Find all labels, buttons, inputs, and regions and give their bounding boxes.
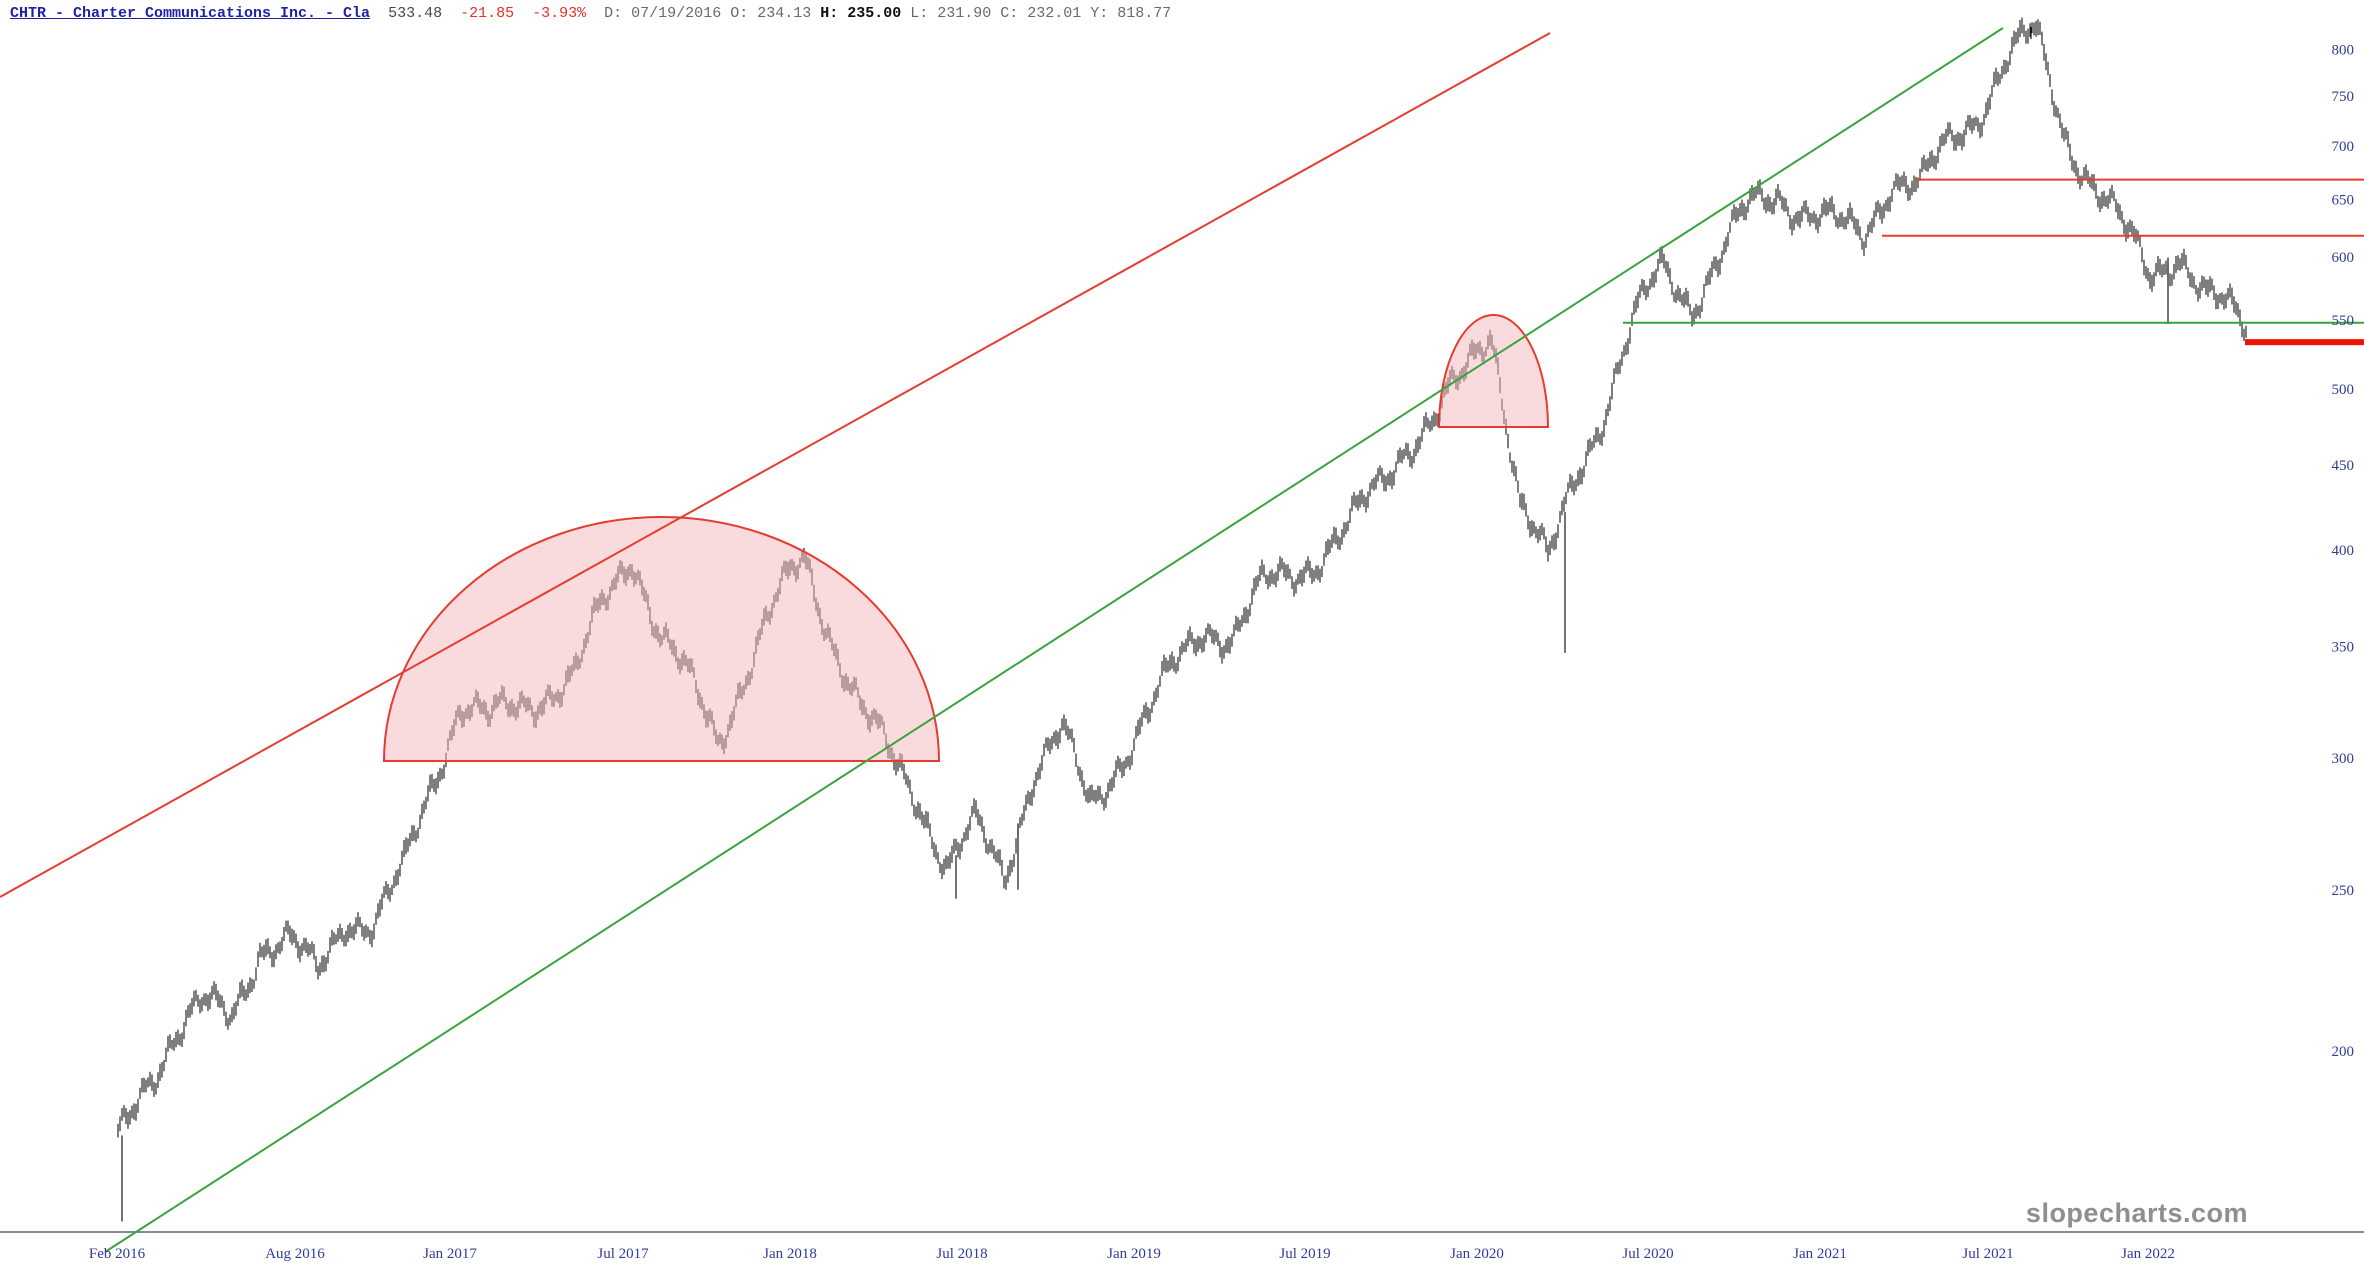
quote-header: CHTR - Charter Communications Inc. - Cla…	[10, 5, 1171, 23]
y-tick-label: 200	[2332, 1044, 2355, 1060]
quote-field: D: 07/19/2016	[604, 5, 722, 22]
x-axis-label: Jan 2021	[1793, 1246, 1847, 1262]
x-axis-label: Jul 2019	[1279, 1246, 1330, 1262]
price-change: -21.85	[460, 5, 515, 22]
y-tick-label: 550	[2332, 313, 2355, 329]
big-dome-2017-annotation	[382, 516, 941, 762]
ticker-link[interactable]: CHTR - Charter Communications Inc. - Cla	[10, 5, 371, 22]
x-axis-label: Aug 2016	[265, 1246, 325, 1262]
x-axis-label: Jan 2018	[763, 1246, 817, 1262]
x-axis-label: Jan 2020	[1450, 1246, 1504, 1262]
y-tick-label: 750	[2332, 89, 2355, 105]
quote-field: C: 232.01	[1000, 5, 1082, 22]
quote-field: O: 234.13	[730, 5, 812, 22]
price-change-pct: -3.93%	[532, 5, 587, 22]
y-tick-label: 600	[2332, 250, 2355, 266]
watermark: slopecharts.com	[2025, 1198, 2248, 1228]
y-tick-label: 650	[2332, 192, 2355, 208]
y-tick-label: 300	[2332, 751, 2355, 767]
quote-field: L: 231.90	[910, 5, 992, 22]
y-tick-label: 350	[2332, 640, 2355, 656]
quote-field: H: 235.00	[820, 5, 902, 22]
x-axis-label: Jan 2017	[423, 1246, 477, 1262]
y-tick-label: 450	[2332, 458, 2355, 474]
y-tick-label: 400	[2332, 543, 2355, 559]
ohlc-fields: D: 07/19/2016 O: 234.13 H: 235.00 L: 231.90…	[595, 5, 1171, 22]
x-axis-label: Feb 2016	[89, 1246, 146, 1262]
x-axis-label: Jan 2019	[1107, 1246, 1161, 1262]
y-tick-label: 250	[2332, 883, 2355, 899]
quote-field: Y: 818.77	[1090, 5, 1172, 22]
x-axis-label: Jul 2017	[597, 1246, 649, 1262]
x-axis-label: Jul 2018	[936, 1246, 987, 1262]
upper-channel-red	[0, 32, 1551, 898]
rising-support-green	[104, 27, 2004, 1253]
x-axis-label: Jul 2021	[1962, 1246, 2013, 1262]
x-axis-label: Jan 2022	[2121, 1246, 2175, 1262]
y-tick-label: 800	[2332, 42, 2355, 58]
small-dome-2020-annotation	[1437, 314, 1550, 428]
last-price: 533.48	[388, 5, 443, 22]
y-tick-label: 700	[2332, 139, 2355, 155]
x-axis-label: Jul 2020	[1622, 1246, 1673, 1262]
price-series	[117, 17, 2247, 1138]
y-tick-label: 500	[2332, 382, 2355, 398]
